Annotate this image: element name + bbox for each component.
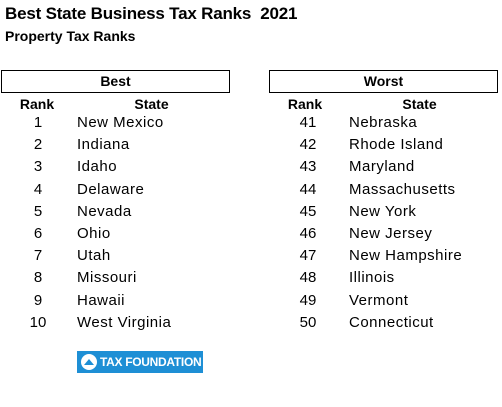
table-row: 5 Nevada <box>1 202 230 224</box>
rank-cell: 5 <box>33 202 43 220</box>
state-cell: Massachusetts <box>349 180 456 198</box>
worst-column-headers: Rank State <box>269 93 498 113</box>
rank-cell: 8 <box>33 269 43 287</box>
table-row: 1 New Mexico <box>1 113 230 135</box>
table-row: 7 Utah <box>1 246 230 268</box>
logo-text: TAX FOUNDATION <box>100 355 202 369</box>
state-column-header: State <box>134 96 169 112</box>
table-row: 42 Rhode Island <box>269 135 498 157</box>
table-row: 47 New Hampshire <box>269 246 498 268</box>
state-cell: New Jersey <box>349 224 433 242</box>
table-row: 44 Massachusetts <box>269 180 498 202</box>
tax-foundation-logo-icon <box>81 354 97 370</box>
rank-cell: 10 <box>29 313 47 331</box>
tax-foundation-logo: TAX FOUNDATION <box>77 351 203 373</box>
table-row: 41 Nebraska <box>269 113 498 135</box>
state-cell: Vermont <box>349 291 409 309</box>
best-panel: Best Rank State 1 New Mexico 2 Indiana 3 Idah… <box>1 70 230 335</box>
rank-cell: 44 <box>299 180 317 198</box>
state-cell: Nebraska <box>349 114 418 131</box>
state-cell: Maryland <box>349 158 415 176</box>
rank-cell: 2 <box>33 136 43 154</box>
best-column-headers: Rank State <box>1 93 230 113</box>
state-cell: New York <box>349 202 417 220</box>
rank-cell: 48 <box>299 269 317 287</box>
rank-column-header: Rank <box>19 96 55 112</box>
state-cell: Delaware <box>77 180 145 198</box>
state-cell: New Hampshire <box>349 247 463 265</box>
rank-cell: 49 <box>299 291 317 309</box>
state-cell: Ohio <box>77 224 111 242</box>
state-cell: Hawaii <box>77 291 126 309</box>
table-row: 6 Ohio <box>1 224 230 246</box>
table-row: 50 Connecticut <box>269 313 498 335</box>
table-row: 43 Maryland <box>269 157 498 179</box>
rank-cell: 41 <box>299 114 317 131</box>
rank-cell: 9 <box>33 291 43 309</box>
state-cell: Indiana <box>77 136 130 154</box>
rank-cell: 46 <box>299 224 317 242</box>
rank-cell: 1 <box>33 114 43 131</box>
table-row: 8 Missouri <box>1 268 230 290</box>
best-rows: 1 New Mexico 2 Indiana 3 Idaho 4 Delaware 5 Nevad… <box>1 113 230 335</box>
table-row: 48 Illinois <box>269 268 498 290</box>
rank-cell: 43 <box>299 158 317 176</box>
table-row: 49 Vermont <box>269 291 498 313</box>
rank-cell: 50 <box>299 313 317 331</box>
table-row: 4 Delaware <box>1 180 230 202</box>
rank-cell: 7 <box>33 247 43 265</box>
state-cell: Utah <box>77 247 111 265</box>
worst-panel: Worst Rank State 41 Nebraska 42 Rhode Islan… <box>269 70 498 335</box>
state-cell: Illinois <box>349 269 395 287</box>
state-cell: Connecticut <box>349 313 434 331</box>
rank-cell: 4 <box>33 180 43 198</box>
rank-cell: 45 <box>299 202 317 220</box>
rank-cell: 42 <box>299 136 317 154</box>
table-row: 2 Indiana <box>1 135 230 157</box>
table-row: 46 New Jersey <box>269 224 498 246</box>
state-cell: Nevada <box>77 202 132 220</box>
worst-rows: 41 Nebraska 42 Rhode Island 43 Maryland 44 Mass… <box>269 113 498 335</box>
rank-cell: 47 <box>299 247 317 265</box>
worst-header: Worst <box>269 70 498 93</box>
rank-cell: 3 <box>33 158 43 176</box>
table-row: 45 New York <box>269 202 498 224</box>
table-row: 3 Idaho <box>1 157 230 179</box>
state-cell: Rhode Island <box>349 136 444 154</box>
table-row: 9 Hawaii <box>1 291 230 313</box>
page-title: Best State Business Tax Ranks 2021 <box>5 4 298 23</box>
table-row: 10 West Virginia <box>1 313 230 335</box>
state-cell: West Virginia <box>77 313 172 331</box>
state-cell: Idaho <box>77 158 118 176</box>
best-header: Best <box>1 70 230 93</box>
state-cell: New Mexico <box>77 114 164 131</box>
rank-cell: 6 <box>33 224 43 242</box>
state-column-header: State <box>402 96 437 112</box>
rank-column-header: Rank <box>287 96 323 112</box>
state-cell: Missouri <box>77 269 137 287</box>
page-subtitle: Property Tax Ranks <box>5 28 136 44</box>
